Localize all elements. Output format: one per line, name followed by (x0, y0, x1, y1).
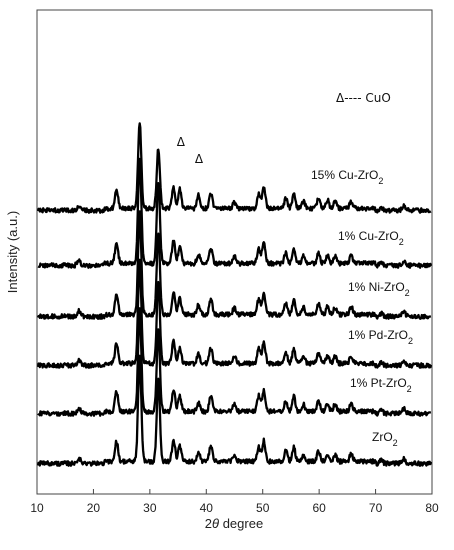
series-trace (36, 354, 433, 467)
cuo-markers: ΔΔ (177, 135, 204, 166)
series-trace (36, 122, 432, 214)
series-labels: ZrO2 1% Pt-ZrO2 1% Pd-ZrO2 1% Ni-ZrO2 1% Cu-… (311, 168, 413, 448)
x-tick-label: 50 (256, 501, 270, 515)
series-trace (37, 210, 432, 320)
series-label: 1% Cu-ZrO2 (338, 229, 404, 247)
cuo-legend-text: Δ---- CuO (336, 91, 391, 105)
x-axis-title: 2θ degree (205, 516, 263, 531)
y-axis-title: Intensity (a.u.) (5, 211, 20, 293)
x-tick-label: 70 (369, 501, 383, 515)
series-label: 1% Pt-ZrO2 (350, 376, 412, 394)
series-label: 1% Ni-ZrO2 (348, 280, 410, 298)
series-trace (37, 307, 432, 417)
x-axis-ticks: 10 20 30 40 50 60 70 80 (30, 489, 439, 515)
series-label: ZrO2 (372, 430, 398, 448)
x-tick-label: 30 (143, 501, 157, 515)
cuo-marker: Δ (195, 152, 204, 166)
plot-frame (36, 9, 433, 495)
series-label: 1% Pd-ZrO2 (348, 328, 413, 346)
series-trace (37, 157, 433, 269)
x-tick-label: 10 (30, 501, 44, 515)
series-traces (36, 122, 433, 467)
series-label: 15% Cu-ZrO2 (311, 168, 383, 186)
x-tick-label: 80 (425, 501, 439, 515)
x-tick-label: 20 (87, 501, 101, 515)
cuo-marker: Δ (177, 135, 186, 149)
x-tick-label: 60 (312, 501, 326, 515)
x-tick-label: 40 (200, 501, 214, 515)
series-trace (36, 258, 433, 369)
